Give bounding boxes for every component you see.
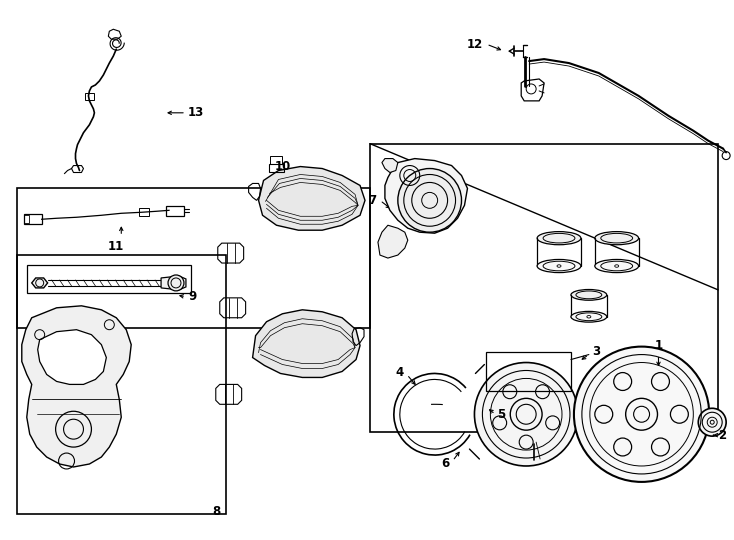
Bar bbox=[487, 352, 571, 392]
Text: 4: 4 bbox=[396, 366, 404, 379]
Ellipse shape bbox=[571, 312, 607, 322]
Polygon shape bbox=[22, 306, 131, 467]
Polygon shape bbox=[32, 278, 48, 288]
Text: 13: 13 bbox=[188, 106, 204, 119]
Polygon shape bbox=[252, 310, 360, 377]
Polygon shape bbox=[385, 159, 468, 233]
Polygon shape bbox=[37, 330, 106, 384]
Ellipse shape bbox=[595, 232, 639, 245]
Bar bbox=[23, 215, 29, 223]
Bar bbox=[166, 206, 184, 217]
Text: 6: 6 bbox=[441, 457, 449, 470]
Text: 8: 8 bbox=[213, 505, 221, 518]
Circle shape bbox=[474, 362, 578, 466]
Circle shape bbox=[168, 275, 184, 291]
Text: 11: 11 bbox=[108, 240, 125, 253]
Text: 3: 3 bbox=[592, 345, 600, 358]
Bar bbox=[23, 214, 42, 224]
Polygon shape bbox=[378, 225, 408, 258]
Polygon shape bbox=[161, 276, 186, 290]
Bar bbox=[271, 156, 283, 164]
Polygon shape bbox=[382, 159, 398, 172]
Ellipse shape bbox=[537, 259, 581, 273]
Bar bbox=[17, 188, 370, 328]
Ellipse shape bbox=[571, 289, 607, 300]
Text: 12: 12 bbox=[467, 38, 484, 51]
Bar bbox=[26, 265, 191, 293]
Text: 7: 7 bbox=[368, 194, 376, 207]
Circle shape bbox=[398, 168, 462, 232]
Bar bbox=[269, 164, 285, 172]
Text: 5: 5 bbox=[498, 408, 506, 421]
Text: 10: 10 bbox=[275, 159, 291, 172]
Ellipse shape bbox=[537, 232, 581, 245]
Text: 2: 2 bbox=[718, 429, 727, 442]
Bar bbox=[17, 255, 226, 514]
Text: 9: 9 bbox=[188, 291, 196, 303]
Circle shape bbox=[574, 347, 709, 482]
Bar bbox=[139, 208, 149, 217]
Text: 1: 1 bbox=[655, 339, 663, 352]
Bar bbox=[370, 144, 718, 432]
Ellipse shape bbox=[698, 408, 726, 436]
Polygon shape bbox=[258, 166, 365, 230]
Ellipse shape bbox=[595, 259, 639, 273]
Bar bbox=[85, 93, 95, 100]
